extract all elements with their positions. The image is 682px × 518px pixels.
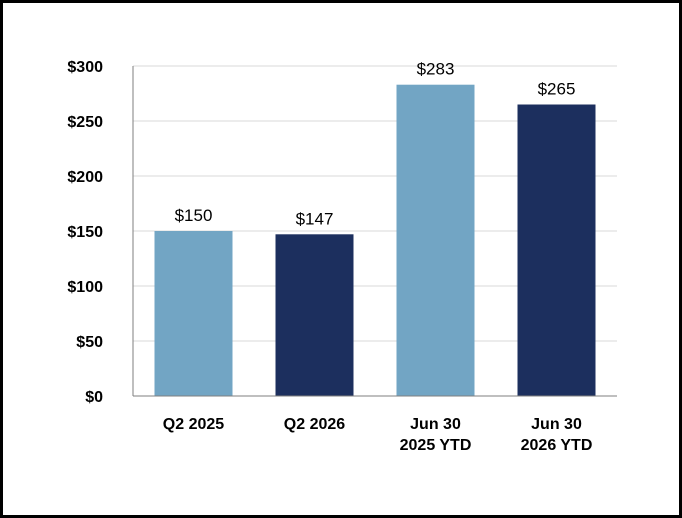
bar: [517, 104, 596, 396]
data-label: $265: [538, 80, 576, 99]
bar: [154, 231, 233, 396]
x-tick-label: Jun 30 2025 YTD: [400, 416, 472, 454]
x-tick-label-line: 2025 YTD: [400, 437, 472, 454]
data-label: $150: [175, 206, 213, 225]
x-tick-label-line: Jun 30: [410, 416, 461, 433]
data-label: $283: [417, 60, 455, 79]
y-tick-label: $300: [67, 59, 103, 76]
data-labels: $150 $147 $283 $265: [175, 60, 576, 229]
x-tick-label-line: Q2 2025: [163, 416, 224, 433]
x-tick-label: Jun 30 2026 YTD: [521, 416, 593, 454]
x-axis-ticks: Q2 2025 Q2 2026 Jun 30 2025 YTD Jun 30 2026 Y…: [163, 416, 593, 454]
y-tick-label: $150: [67, 224, 103, 241]
x-tick-label-line: 2026 YTD: [521, 437, 593, 454]
data-label: $147: [296, 209, 334, 228]
x-tick-label: Q2 2025: [163, 416, 224, 433]
y-tick-label: $0: [85, 389, 103, 406]
y-tick-label: $100: [67, 279, 103, 296]
y-axis-ticks: $0 $50 $100 $150 $200 $250 $300: [67, 59, 103, 406]
x-tick-label-line: Jun 30: [531, 416, 582, 433]
axes: [132, 66, 617, 397]
y-tick-label: $250: [67, 114, 103, 131]
bar: [275, 234, 354, 396]
bars: [154, 84, 596, 396]
y-tick-label: $200: [67, 169, 103, 186]
x-tick-label: Q2 2026: [284, 416, 345, 433]
x-tick-label-line: Q2 2026: [284, 416, 345, 433]
y-tick-label: $50: [76, 334, 103, 351]
bar: [396, 84, 475, 396]
